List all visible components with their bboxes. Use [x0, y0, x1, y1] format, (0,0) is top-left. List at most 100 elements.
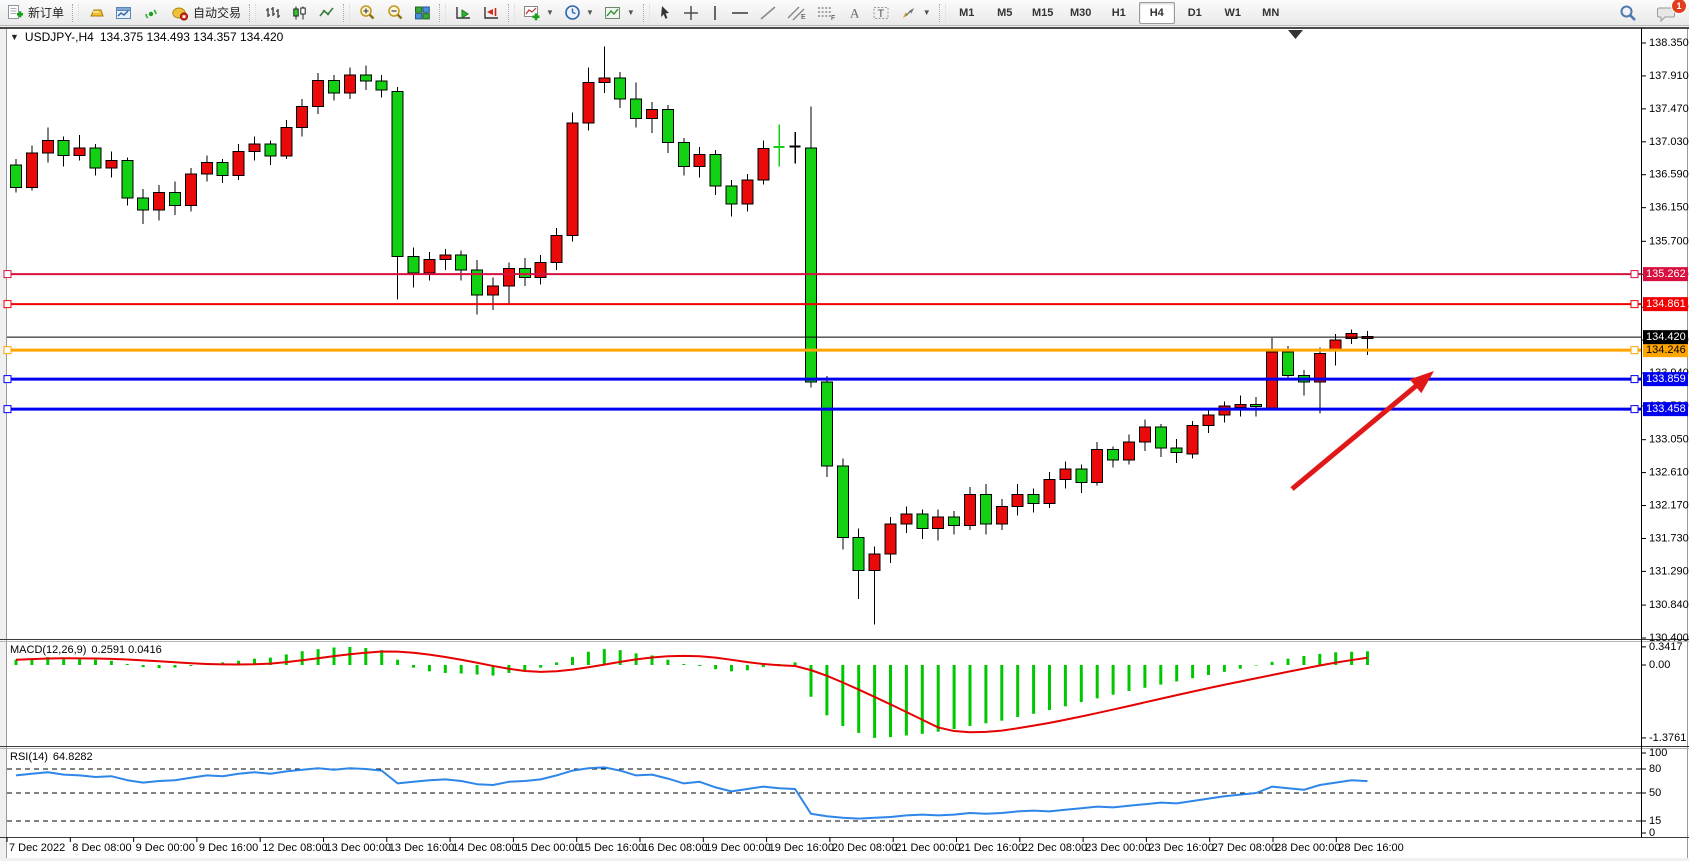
line-chart-type-button[interactable] [313, 1, 340, 25]
hline-handle[interactable] [1630, 346, 1639, 355]
candle-body [757, 148, 770, 181]
text-label-tool-button[interactable]: T [867, 1, 895, 25]
hline-handle[interactable] [1630, 405, 1639, 414]
periods-button[interactable]: ▼ [559, 1, 599, 25]
hline-handle[interactable] [1630, 300, 1639, 309]
price-badge [1643, 330, 1688, 345]
hline-handle[interactable] [3, 300, 12, 309]
one-click-trading-toggle-icon[interactable]: ▼ [10, 32, 19, 42]
templates-button[interactable]: ▼ [599, 1, 640, 25]
fibonacci-tool-button[interactable]: F [812, 1, 842, 25]
tab-timeframe-m15[interactable]: M15 [1032, 6, 1054, 19]
panel-borders [0, 28, 1689, 838]
time-tick-label: 14 Dec 08:00 [452, 842, 517, 854]
chart-window-icon [116, 6, 132, 19]
autotrade-label: 自动交易 [193, 6, 242, 20]
chart-shift-marker [1288, 30, 1303, 39]
autotrade-button[interactable]: 自动交易 [166, 1, 246, 25]
auto-scroll-button[interactable] [449, 1, 477, 25]
tab-timeframe-m5[interactable]: M5 [997, 6, 1013, 19]
candle-body [741, 179, 754, 205]
candle-body [630, 98, 643, 120]
new-order-label: 新订单 [28, 6, 65, 20]
tab-timeframe-m1[interactable]: M1 [959, 6, 975, 19]
toolbar-grip [642, 3, 650, 22]
candle-body [518, 267, 531, 278]
charts-button[interactable] [110, 1, 138, 25]
tab-timeframe-m30[interactable]: M30 [1070, 6, 1092, 19]
candle-body [1282, 351, 1294, 376]
candle-body [1313, 353, 1326, 383]
macd-panel [14, 646, 1369, 738]
candle-body [1186, 424, 1199, 455]
bar-chart-type-button[interactable] [259, 1, 286, 25]
arrows-tool-button[interactable]: ▼ [895, 1, 936, 25]
candle-body [89, 147, 102, 169]
signals-button[interactable] [138, 1, 166, 25]
new-order-button[interactable]: 新订单 [2, 1, 69, 25]
candle-body [534, 261, 547, 278]
candle-body [343, 74, 356, 94]
tab-timeframe-h4[interactable]: H4 [1138, 1, 1175, 24]
candle-body [1234, 403, 1247, 408]
hline-handle[interactable] [3, 270, 12, 279]
price-tick-label: 136.150 [1649, 202, 1689, 214]
search-button[interactable] [1614, 1, 1642, 25]
notifications-button[interactable]: 1 [1652, 0, 1687, 25]
candle-body [41, 139, 54, 154]
candlestick-type-button[interactable] [286, 1, 313, 25]
candle-body [1075, 468, 1088, 483]
trendline-tool-button[interactable] [754, 1, 782, 25]
tab-timeframe-h1[interactable]: H1 [1111, 6, 1126, 19]
tab-timeframe-mn[interactable]: MN [1262, 6, 1280, 19]
line-chart-icon [319, 6, 334, 16]
candle-body [1091, 448, 1104, 483]
price-tick-label: 138.350 [1649, 37, 1689, 49]
candle-body [25, 152, 38, 188]
candle-body [1059, 468, 1072, 480]
tab-timeframe-d1[interactable]: D1 [1187, 6, 1202, 19]
hline-handle[interactable] [3, 405, 12, 414]
tab-timeframe-w1[interactable]: W1 [1224, 6, 1241, 19]
candle-body [216, 162, 229, 176]
candle-body [948, 516, 961, 527]
horizontal-line-tool-button[interactable] [726, 1, 754, 25]
cursor-tool-button[interactable] [653, 1, 678, 25]
crosshair-tool-button[interactable] [678, 1, 704, 25]
gold-button[interactable] [82, 1, 110, 25]
vertical-line-tool-button[interactable] [704, 1, 726, 25]
price-axis[interactable]: 138.350 137.910 137.470 137.030 136.590 136.1… [1641, 37, 1689, 839]
price-badge-label: 134.246 [1646, 344, 1686, 356]
candle-body [487, 285, 499, 296]
price-badge-label: 134.420 [1646, 331, 1686, 343]
candle-body [916, 513, 929, 530]
hline-handle[interactable] [1630, 270, 1639, 279]
candle-body [836, 465, 849, 539]
channel-tool-button[interactable]: E [782, 1, 812, 25]
rsi-axis-label: 80 [1649, 763, 1661, 775]
zoom-in-icon [360, 5, 375, 20]
zoom-in-button[interactable] [353, 1, 381, 25]
trendline-icon [760, 5, 776, 20]
hline-handle[interactable] [1630, 375, 1639, 384]
chart-title-ohlc: 134.375 134.493 134.357 134.420 [99, 30, 284, 44]
chart-title: ▼ USDJPY-,H4 134.375 134.493 134.357 134… [10, 30, 283, 44]
price-tick-label: 131.290 [1649, 565, 1689, 577]
hline-handle[interactable] [3, 346, 12, 355]
add-indicator-icon [524, 5, 540, 20]
candle-body [1170, 447, 1183, 453]
hline-handle[interactable] [3, 375, 12, 384]
time-tick-label: 15 Dec 16:00 [579, 842, 644, 854]
indicators-button[interactable]: ▼ [518, 1, 559, 25]
trend-arrow[interactable] [1290, 371, 1434, 491]
tile-windows-button[interactable] [409, 1, 436, 25]
candle-body [582, 82, 595, 124]
text-tool-button[interactable]: A [842, 1, 867, 25]
time-tick-label: 23 Dec 00:00 [1085, 842, 1150, 854]
chart-shift-button[interactable] [477, 1, 505, 25]
zoom-out-button[interactable] [381, 1, 409, 25]
time-axis[interactable]: 7 Dec 2022 8 Dec 08:00 9 Dec 00:00 9 Dec 16… [6, 837, 1404, 854]
equidistant-channel-icon: E [787, 6, 806, 21]
price-tick-label: 130.840 [1649, 599, 1689, 611]
